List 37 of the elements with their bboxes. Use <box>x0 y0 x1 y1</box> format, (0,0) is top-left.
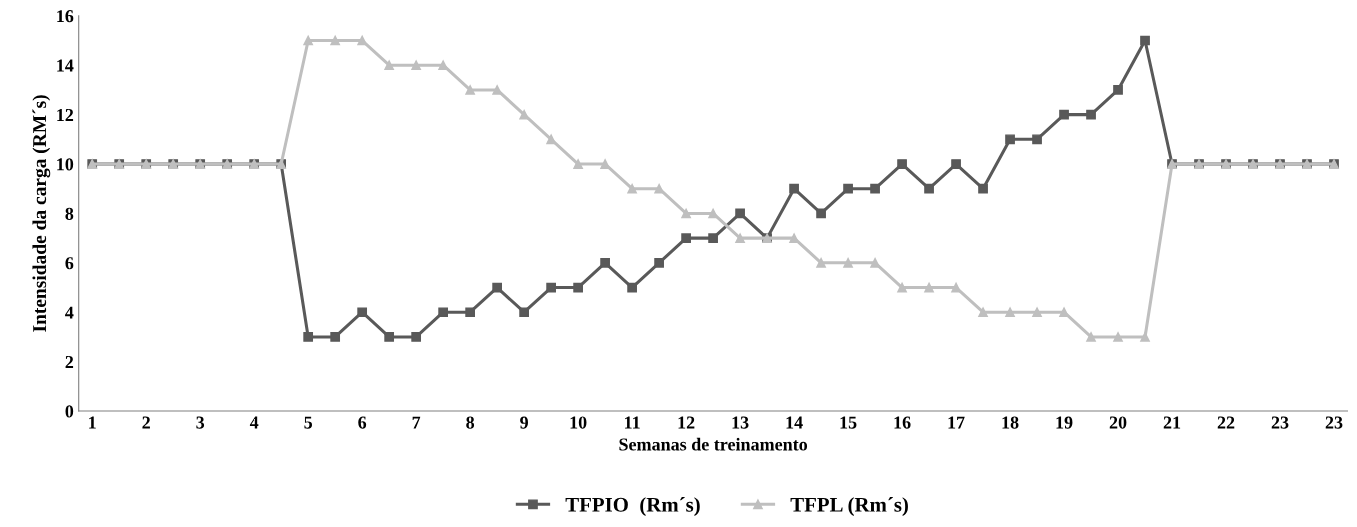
x-axis-title: Semanas de treinamento <box>619 437 808 451</box>
y-axis-title: Intensidade da carga (RM´s) <box>32 95 51 332</box>
x-tick-label: 11 <box>625 416 640 429</box>
y-tick-label: 0 <box>65 405 74 418</box>
x-tick-label: 1 <box>89 416 96 429</box>
x-tick-label: 16 <box>894 416 911 429</box>
x-tick-label: 4 <box>249 416 259 429</box>
x-tick-label: 14 <box>786 416 803 429</box>
x-tick-label: 8 <box>466 416 475 429</box>
y-tick-label: 8 <box>65 207 74 220</box>
x-tick-label: 23 <box>1325 416 1343 429</box>
x-tick-label: 7 <box>412 416 421 429</box>
x-tick-label: 15 <box>840 416 857 429</box>
y-tick-label: 10 <box>57 158 74 171</box>
x-tick-label: 13 <box>732 416 749 429</box>
x-tick-label: 9 <box>520 416 528 429</box>
x-tick-label: 6 <box>358 416 367 429</box>
x-tick-label: 20 <box>1109 416 1127 429</box>
x-tick-label: 5 <box>304 416 313 429</box>
y-tick-label: 16 <box>57 10 74 23</box>
y-tick-label: 4 <box>65 306 74 319</box>
legend-label: TFPL (Rm´s) <box>790 497 908 517</box>
x-tick-label: 21 <box>1163 416 1181 429</box>
x-tick-label: 22 <box>1217 416 1235 429</box>
x-tick-label: 12 <box>678 416 695 429</box>
x-tick-label: 19 <box>1056 416 1073 429</box>
x-tick-label: 10 <box>570 416 587 429</box>
x-tick-label: 23 <box>1271 416 1289 429</box>
y-tick-label: 2 <box>65 355 74 368</box>
y-tick-label: 12 <box>57 108 74 121</box>
y-tick-label: 14 <box>57 59 74 72</box>
x-tick-label: 3 <box>196 416 205 429</box>
legend-label: TFPIO (Rm´s) <box>565 497 700 517</box>
x-tick-label: 2 <box>142 416 150 429</box>
x-tick-label: 17 <box>948 416 965 429</box>
y-tick-label: 6 <box>65 257 74 270</box>
x-tick-label: 18 <box>1002 416 1019 429</box>
